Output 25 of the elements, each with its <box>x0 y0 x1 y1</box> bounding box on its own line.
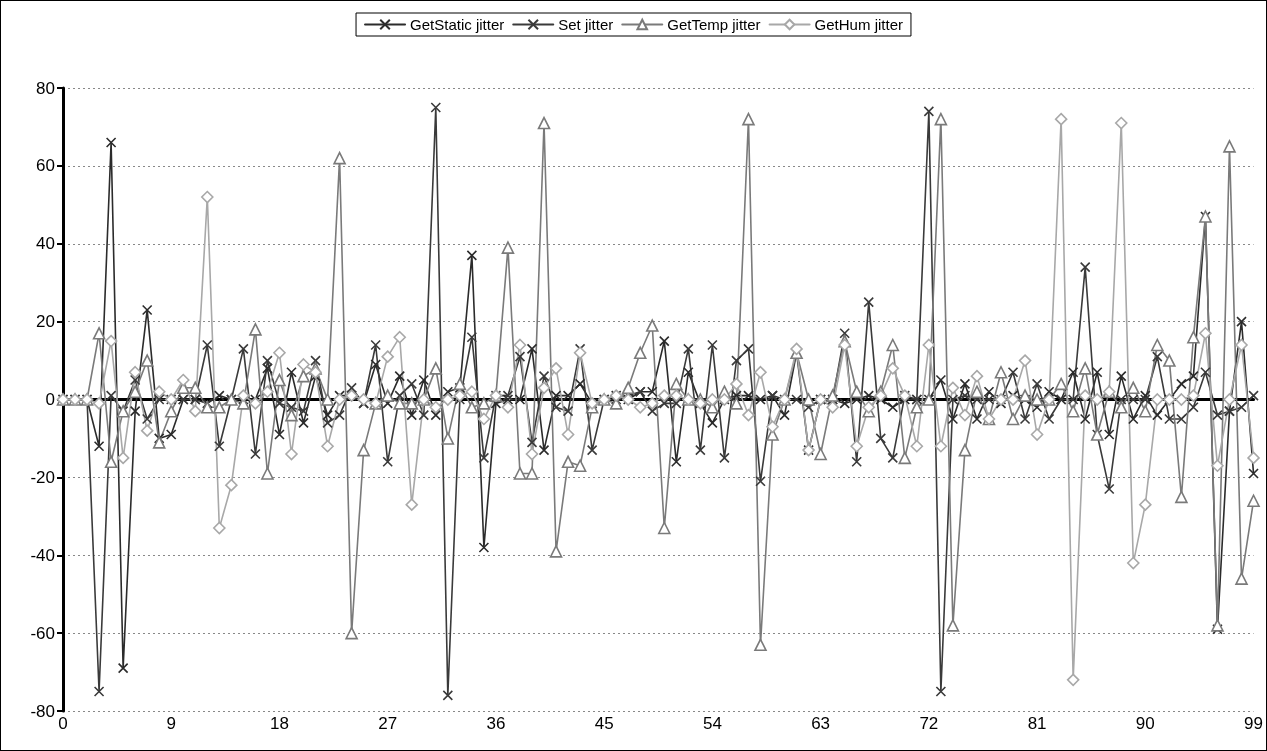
x-tick-label: 18 <box>270 714 289 733</box>
x-tick-label: 9 <box>166 714 176 733</box>
x-tick-label: 45 <box>594 714 614 733</box>
x-tick-label: 72 <box>919 714 939 733</box>
legend-label: GetHum jitter <box>814 16 903 33</box>
y-tick-label: 0 <box>45 390 55 409</box>
x-tick-label: 81 <box>1027 714 1047 733</box>
y-tick-label: -40 <box>30 545 55 565</box>
x-tick-label: 27 <box>378 714 398 733</box>
x-tick-label: 54 <box>702 714 722 733</box>
x-tick-label: 0 <box>58 714 68 733</box>
legend-label: GetTemp jitter <box>667 16 761 33</box>
y-tick-label: -80 <box>30 701 55 721</box>
y-tick-label: 80 <box>36 78 55 98</box>
x-tick-label: 63 <box>811 714 831 733</box>
y-tick-label: 20 <box>36 312 55 332</box>
legend-label: Set jitter <box>558 16 614 33</box>
y-tick-label: -60 <box>30 623 55 643</box>
y-tick-label: 60 <box>36 156 55 176</box>
x-tick-label: 99 <box>1244 714 1264 733</box>
x-tick-label: 36 <box>486 714 506 733</box>
x-tick-label: 90 <box>1135 714 1155 733</box>
y-tick-label: 40 <box>36 234 55 254</box>
legend-label: GetStatic jitter <box>410 16 505 33</box>
y-tick-label: -20 <box>30 467 55 487</box>
